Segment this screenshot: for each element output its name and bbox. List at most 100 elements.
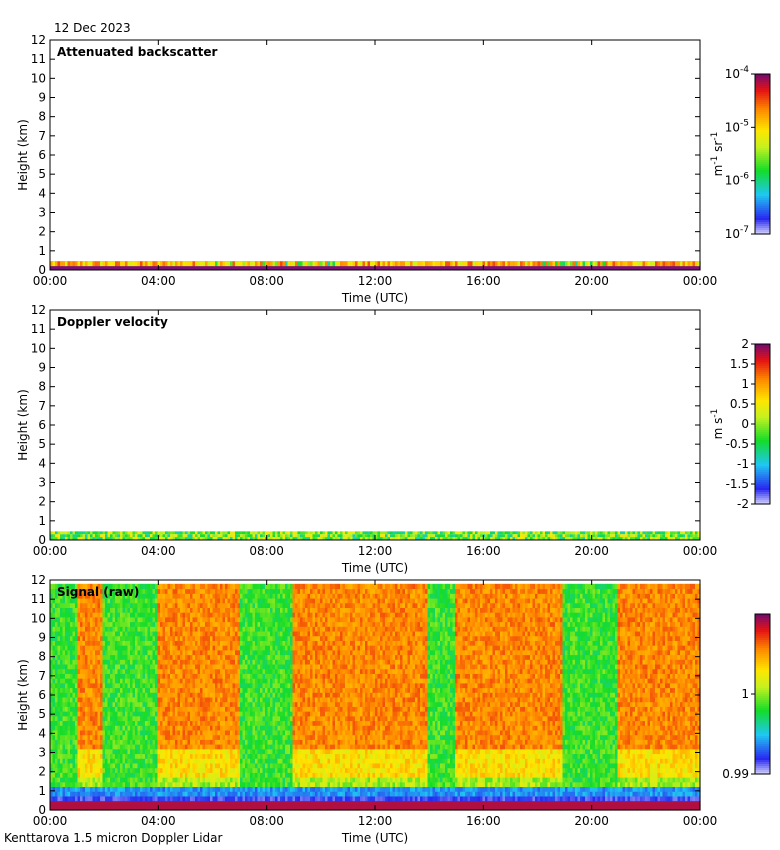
signal-cell bbox=[52, 597, 56, 604]
signal-cell bbox=[147, 729, 151, 736]
velocity-cell bbox=[120, 531, 124, 535]
signal-cell bbox=[75, 635, 79, 641]
signal-cell bbox=[92, 767, 96, 773]
velocity-cell bbox=[375, 534, 379, 538]
velocity-cell bbox=[485, 537, 489, 540]
backscatter-cell bbox=[275, 261, 279, 267]
velocity-cell bbox=[235, 534, 239, 538]
signal-cell bbox=[200, 729, 204, 736]
signal-cell bbox=[222, 744, 226, 750]
signal-cell bbox=[165, 696, 169, 703]
velocity-cell bbox=[665, 537, 669, 540]
signal-cell bbox=[212, 696, 216, 703]
velocity-cell bbox=[65, 537, 69, 540]
signal-cell bbox=[175, 602, 179, 608]
velocity-cell bbox=[332, 537, 336, 540]
velocity-cell bbox=[460, 531, 464, 535]
signal-cell bbox=[220, 696, 224, 703]
velocity-cell bbox=[572, 537, 576, 540]
signal-cell bbox=[110, 673, 114, 679]
signal-cell bbox=[102, 649, 106, 656]
signal-cell bbox=[210, 602, 214, 608]
velocity-cell bbox=[550, 531, 554, 535]
signal-cell bbox=[160, 725, 164, 731]
signal-cell bbox=[140, 739, 144, 745]
signal-cell bbox=[215, 626, 219, 632]
signal-cell bbox=[60, 616, 64, 623]
signal-cell bbox=[87, 715, 91, 722]
signal-cell bbox=[220, 607, 224, 613]
signal-cell bbox=[197, 635, 201, 641]
velocity-cell bbox=[295, 531, 299, 535]
velocity-cell bbox=[175, 537, 179, 540]
signal-cell bbox=[72, 692, 76, 698]
signal-cell bbox=[152, 781, 156, 788]
signal-cell bbox=[152, 748, 156, 755]
colorbar-segment bbox=[755, 472, 770, 475]
signal-cell bbox=[57, 786, 61, 792]
signal-cell bbox=[62, 607, 66, 613]
colorbar-segment bbox=[755, 458, 770, 461]
signal-cell bbox=[210, 711, 214, 717]
signal-cell bbox=[70, 588, 74, 594]
signal-cell bbox=[190, 781, 194, 788]
velocity-cell bbox=[395, 537, 399, 540]
signal-cell bbox=[157, 682, 161, 689]
signal-cell bbox=[135, 791, 139, 797]
signal-cell bbox=[202, 777, 206, 783]
signal-cell bbox=[177, 593, 181, 599]
signal-cell bbox=[82, 805, 86, 811]
velocity-cell bbox=[72, 537, 76, 540]
signal-cell bbox=[210, 635, 214, 641]
signal-cell bbox=[70, 612, 74, 618]
signal-cell bbox=[132, 706, 136, 712]
backscatter-cell bbox=[607, 261, 611, 267]
signal-cell bbox=[172, 663, 176, 670]
signal-cell bbox=[172, 607, 176, 613]
colorbar-segment bbox=[755, 172, 770, 175]
signal-cell bbox=[85, 753, 89, 759]
backscatter-cell bbox=[355, 261, 359, 267]
signal-cell bbox=[105, 612, 109, 618]
signal-cell bbox=[60, 630, 64, 637]
signal-cell bbox=[100, 711, 104, 717]
signal-cell bbox=[140, 597, 144, 604]
signal-cell bbox=[72, 800, 76, 806]
velocity-cell bbox=[210, 531, 214, 535]
signal-cell bbox=[220, 706, 224, 712]
signal-cell bbox=[57, 696, 61, 703]
signal-cell bbox=[195, 777, 199, 783]
signal-cell bbox=[87, 597, 91, 604]
signal-cell bbox=[210, 795, 214, 802]
signal-cell bbox=[105, 692, 109, 698]
signal-cell bbox=[70, 781, 74, 788]
backscatter-cell bbox=[82, 261, 86, 267]
signal-cell bbox=[142, 701, 146, 707]
signal-cell bbox=[147, 616, 151, 623]
signal-cell bbox=[177, 687, 181, 693]
signal-cell bbox=[95, 805, 99, 811]
signal-cell bbox=[57, 645, 61, 651]
signal-cell bbox=[220, 786, 224, 792]
velocity-cell bbox=[452, 537, 456, 540]
signal-cell bbox=[162, 678, 166, 684]
signal-cell bbox=[217, 654, 221, 660]
signal-cell bbox=[107, 701, 111, 707]
heatmap-cells bbox=[50, 261, 701, 270]
signal-cell bbox=[190, 739, 194, 745]
signal-cell bbox=[202, 612, 206, 618]
signal-cell bbox=[65, 593, 69, 599]
velocity-cell bbox=[417, 537, 421, 540]
signal-cell bbox=[195, 583, 199, 590]
signal-cell bbox=[220, 645, 224, 651]
signal-cell bbox=[100, 725, 104, 731]
signal-cell bbox=[150, 791, 154, 797]
signal-cell bbox=[105, 673, 109, 679]
signal-cell bbox=[135, 715, 139, 722]
signal-cell bbox=[205, 673, 209, 679]
signal-cell bbox=[177, 805, 181, 811]
colorbar-segment bbox=[755, 394, 770, 397]
signal-cell bbox=[100, 654, 104, 660]
velocity-cell bbox=[362, 534, 366, 538]
velocity-cell bbox=[685, 537, 689, 540]
